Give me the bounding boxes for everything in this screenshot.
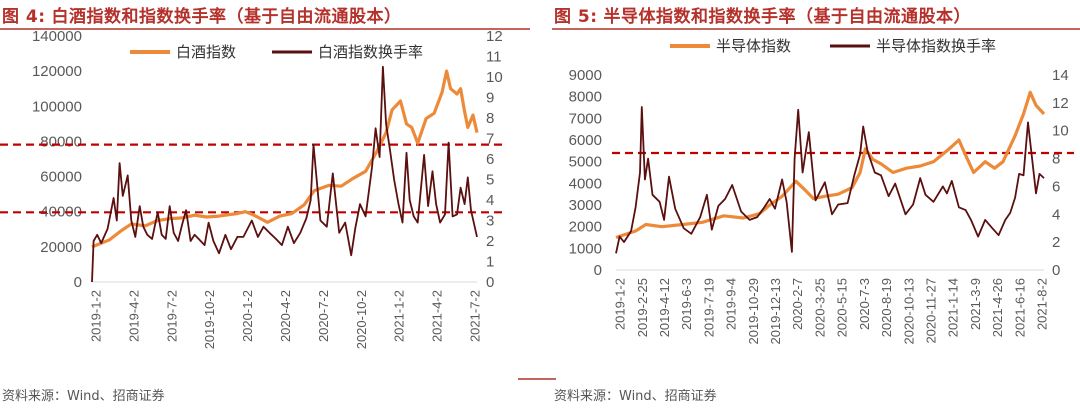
x-tick-label: 2019-12-13 [768,278,783,345]
source-note: 资料来源：Wind、招商证券 [2,389,165,404]
y-right-tick-label: 8 [1052,151,1060,168]
legend-label-turnover: 半导体指数换手率 [876,37,996,55]
turnover-series-line [615,106,1045,254]
chart-title: 图 5: 半导体指数和指数换手率（基于自由流通股本） [554,2,971,27]
y-right-tick-label: 12 [1052,95,1069,112]
legend-label-turnover: 白酒指数换手率 [318,43,423,61]
turnover-series-line [91,65,478,283]
y-right-tick-label: 14 [1052,67,1069,84]
x-tick-label: 2019-1-2 [613,278,628,330]
x-tick-label: 2019-10-2 [202,290,217,349]
x-tick-label: 2021-8-2 [1035,278,1050,330]
y-right-tick-label: 4 [486,192,494,209]
y-left-tick-label: 100000 [32,98,82,115]
title-divider [552,28,1080,30]
x-tick-label: 2021-6-16 [1012,278,1027,337]
y-left-tick-label: 5000 [569,154,602,171]
x-tick-label: 2019-9-4 [724,278,739,330]
semiconductor-chart-svg: 0 1000 2000 3000 4000 5000 6000 7000 8000 9000 0 2 4… [569,37,1074,345]
y-right-tick-label: 12 [486,30,503,45]
chart-panel-baijiu: 图 4: 白酒指数和指数换手率（基于自由流通股本） 0 20000 40000 6000… [0,0,530,408]
y-left-tick-label: 120000 [32,63,82,80]
y-right-tick-label: 6 [1052,178,1060,195]
y-left-tick-label: 2000 [569,219,602,236]
y-left-tick-label: 6000 [569,132,602,149]
y-left-tick-label: 0 [74,274,82,291]
y-left-tick-label: 4000 [569,175,602,192]
x-tick-label: 2020-11-27 [923,278,938,344]
x-tick-label: 2019-7-19 [701,278,716,337]
x-tick-label: 2020-4-2 [278,290,293,342]
x-tick-label: 2019-4-12 [657,278,672,337]
x-tick-label: 2020-7-2 [316,290,331,342]
x-tick-label: 2019-7-2 [164,290,179,342]
x-tick-label: 2020-1-2 [240,290,255,342]
y-right-tick-label: 5 [486,172,494,189]
x-tick-label: 2020-5-15 [835,278,850,337]
y-right-tick-label: 10 [486,69,503,86]
index-series-line [91,69,479,249]
divider-accent [518,378,556,380]
x-tick-label: 2020-2-7 [790,278,805,330]
y-left-tick-label: 60000 [40,169,82,186]
y-left-tick-label: 3000 [569,197,602,214]
x-tick-label: 2019-2-25 [635,278,650,337]
x-tick-label: 2021-4-2 [430,290,445,342]
x-tick-label: 2020-10-2 [354,290,369,349]
baijiu-chart-svg: 0 20000 40000 60000 80000 100000 120000 140000 0… [0,30,507,349]
x-tick-label: 2020-10-13 [901,278,916,345]
y-right-tick-label: 2 [1052,234,1060,251]
y-right-tick-label: 4 [1052,206,1060,223]
x-tick-label: 2020-3-25 [812,278,827,337]
legend-label-index: 半导体指数 [716,37,791,55]
x-tick-label: 2021-7-2 [468,290,483,342]
y-left-tick-label: 40000 [40,204,82,221]
x-tick-label: 2019-4-2 [126,290,141,342]
source-note: 资料来源：Wind、招商证券 [554,389,717,404]
x-tick-label: 2019-1-2 [89,290,104,342]
title-divider [0,28,530,30]
index-series-line [615,90,1046,240]
x-tick-label: 2021-1-14 [946,278,961,337]
chart-panel-semiconductor: 图 5: 半导体指数和指数换手率（基于自由流通股本） 0 1000 2000 3000 4… [552,0,1080,408]
y-left-tick-label: 140000 [32,30,82,45]
x-tick-label: 2020-7-3 [857,278,872,330]
x-tick-label: 2019-10-29 [746,278,761,345]
y-left-tick-label: 0 [594,262,602,279]
x-tick-label: 2021-4-26 [990,278,1005,337]
x-tick-label: 2021-3-9 [968,278,983,330]
x-tick-label: 2019-6-3 [679,278,694,330]
y-left-tick-label: 80000 [40,133,82,150]
y-right-tick-label: 0 [1052,262,1060,279]
title-text: 白酒指数和指数换手率（基于自由流通股本） [51,7,402,27]
y-left-tick-label: 1000 [569,240,602,257]
legend-label-index: 白酒指数 [176,43,236,61]
y-left-tick-label: 9000 [569,67,602,84]
figure-label: 图 5: [554,7,598,27]
figure-label: 图 4: [2,7,46,27]
y-right-tick-label: 10 [1052,123,1069,140]
y-right-tick-label: 8 [486,110,494,127]
y-right-tick-label: 7 [486,131,494,148]
y-left-tick-label: 8000 [569,89,602,106]
title-text: 半导体指数和指数换手率（基于自由流通股本） [603,7,972,27]
y-right-tick-label: 0 [486,274,494,291]
y-right-tick-label: 6 [486,151,494,168]
y-left-tick-label: 7000 [569,110,602,127]
y-right-tick-label: 2 [486,233,494,250]
x-tick-label: 2021-1-2 [392,290,407,342]
y-right-tick-label: 1 [486,254,494,271]
y-right-tick-label: 9 [486,90,494,107]
chart-title: 图 4: 白酒指数和指数换手率（基于自由流通股本） [2,2,402,27]
y-left-tick-label: 20000 [40,239,82,256]
x-tick-label: 2020-8-19 [879,278,894,337]
y-right-tick-label: 11 [486,49,502,66]
y-right-tick-label: 3 [486,213,494,230]
